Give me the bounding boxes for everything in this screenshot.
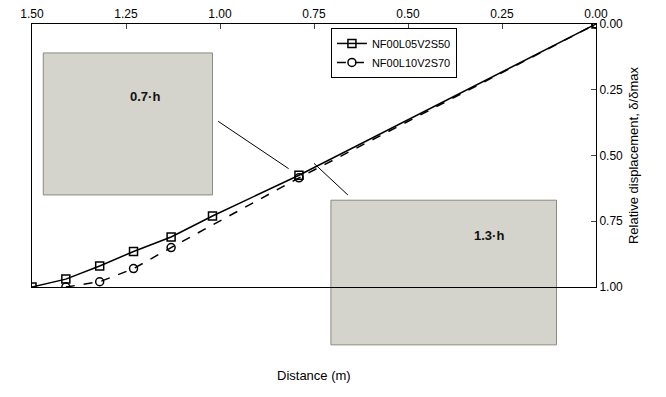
svg-text:0.7·h: 0.7·h <box>130 89 160 104</box>
svg-text:0.75: 0.75 <box>599 214 623 228</box>
svg-text:0.25: 0.25 <box>599 83 623 97</box>
svg-text:0.50: 0.50 <box>396 7 420 21</box>
svg-text:1.00: 1.00 <box>208 7 232 21</box>
svg-text:NF00L10V2S70: NF00L10V2S70 <box>372 57 450 69</box>
svg-text:0.25: 0.25 <box>490 7 514 21</box>
svg-text:1.3·h: 1.3·h <box>474 228 504 243</box>
svg-text:NF00L05V2S50: NF00L05V2S50 <box>372 38 450 50</box>
svg-text:1.50: 1.50 <box>20 7 44 21</box>
svg-text:Relative displacement, δ/δmax: Relative displacement, δ/δmax <box>626 66 641 244</box>
svg-text:1.25: 1.25 <box>114 7 138 21</box>
svg-text:0.50: 0.50 <box>599 149 623 163</box>
svg-text:0.00: 0.00 <box>584 7 608 21</box>
svg-text:0.00: 0.00 <box>599 17 623 31</box>
svg-text:1.00: 1.00 <box>599 280 623 294</box>
svg-text:Distance (m): Distance (m) <box>277 368 351 383</box>
svg-text:0.75: 0.75 <box>302 7 326 21</box>
